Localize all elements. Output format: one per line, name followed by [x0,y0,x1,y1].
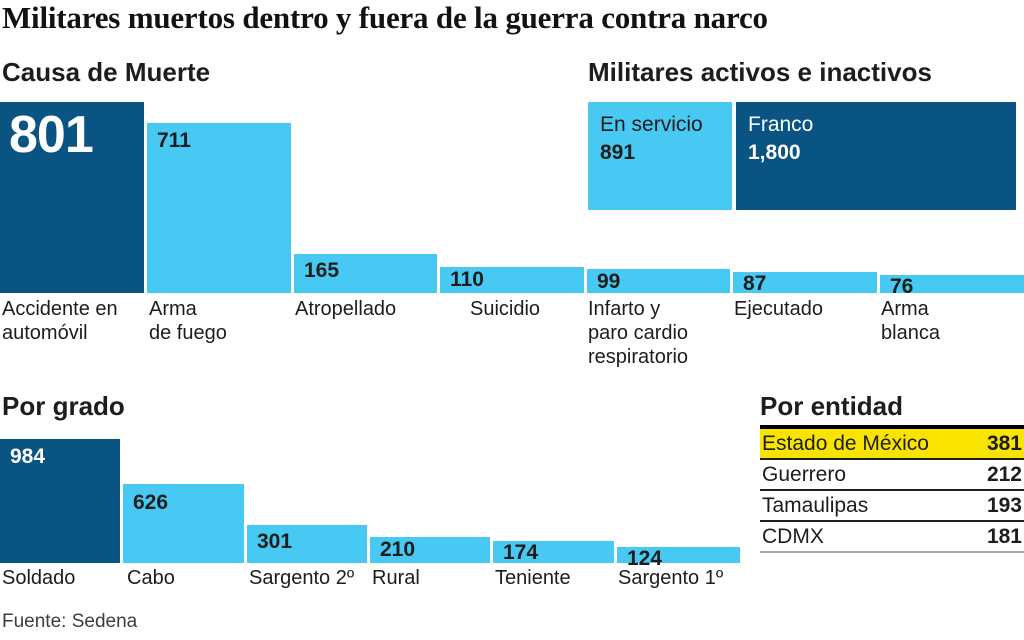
entity-value: 193 [986,493,1022,517]
section-title-causa: Causa de Muerte [2,57,211,87]
table-row: CDMX 181 [760,522,1024,553]
entity-name: Tamaulipas [762,493,869,517]
bar-value-label: 174 [503,541,539,564]
bar-category-label: Sargento 2º [249,567,355,589]
entity-name: Guerrero [762,462,847,486]
table-row: Estado de México 381 [760,429,1024,460]
activos-box-value: 1,800 [748,141,801,165]
bar-segment: 984 [0,439,120,563]
bar-segment: 210 [370,537,490,563]
bar-category-label: Cabo [127,567,175,589]
bar-value-label: 110 [450,268,484,291]
activos-box: Franco 1,800 [736,102,1016,210]
entity-value: 181 [986,524,1022,548]
table-row: Guerrero 212 [760,460,1024,491]
bar-segment: 174 [493,541,614,563]
bar-value-label: 210 [380,538,416,561]
section-title-entidad: Por entidad [760,391,904,421]
bar-segment: 76 [880,275,1024,297]
activos-box: En servicio 891 [588,102,732,210]
bar-category-label: Infarto y paro cardio respiratorio [588,298,689,368]
bar-value-label: 711 [157,129,191,152]
bar-category-label: Atropellado [295,298,397,320]
bar-value-label: 165 [304,259,340,282]
bar-category-label: Ejecutado [734,298,823,320]
page-title: Militares muertos dentro y fuera de la g… [2,0,768,35]
bar-category-label: Arma de fuego [149,298,227,344]
bar-value-label: 626 [133,491,169,514]
entity-value: 212 [986,462,1022,486]
bar-segment: 301 [247,525,367,563]
bar-segment: 165 [294,254,437,293]
bar-value-label: 76 [890,275,914,298]
bar-category-label: Soldado [2,567,76,589]
bar-value-label: 301 [257,530,293,553]
bar-category-label: Teniente [495,567,571,589]
table-por-entidad: Estado de México 381 Guerrero 212 Tamaulipas… [760,425,1024,553]
entity-value: 381 [986,431,1022,455]
bar-value-label: 87 [743,272,767,295]
bar-segment: 801 [0,102,144,293]
entity-name: Estado de México [762,431,929,455]
bar-value-label: 984 [10,445,46,468]
bar-category-label: Accidente en automóvil [2,298,118,344]
bar-value-label: 801 [9,106,94,164]
activos-box-label: En servicio [600,113,703,136]
bar-segment: 711 [147,123,291,293]
bar-category-label: Rural [372,567,420,589]
bar-value-label: 124 [627,547,663,570]
bar-segment: 87 [733,272,877,295]
activos-box-value: 891 [600,141,636,165]
bar-segment: 626 [123,484,244,563]
source-note: Fuente: Sedena [2,611,138,632]
entity-name: CDMX [762,524,824,548]
bar-category-label: Arma blanca [881,298,940,344]
bar-segment: 99 [587,269,730,293]
bar-segment: 110 [440,267,584,293]
bar-category-label: Sargento 1º [618,567,724,589]
table-row: Tamaulipas 193 [760,491,1024,522]
activos-box-label: Franco [748,113,814,136]
bar-segment: 124 [617,547,740,569]
bar-category-label: Suicidio [470,298,541,320]
section-title-grado: Por grado [2,391,125,421]
bar-value-label: 99 [597,270,621,293]
section-title-activos: Militares activos e inactivos [588,57,932,87]
